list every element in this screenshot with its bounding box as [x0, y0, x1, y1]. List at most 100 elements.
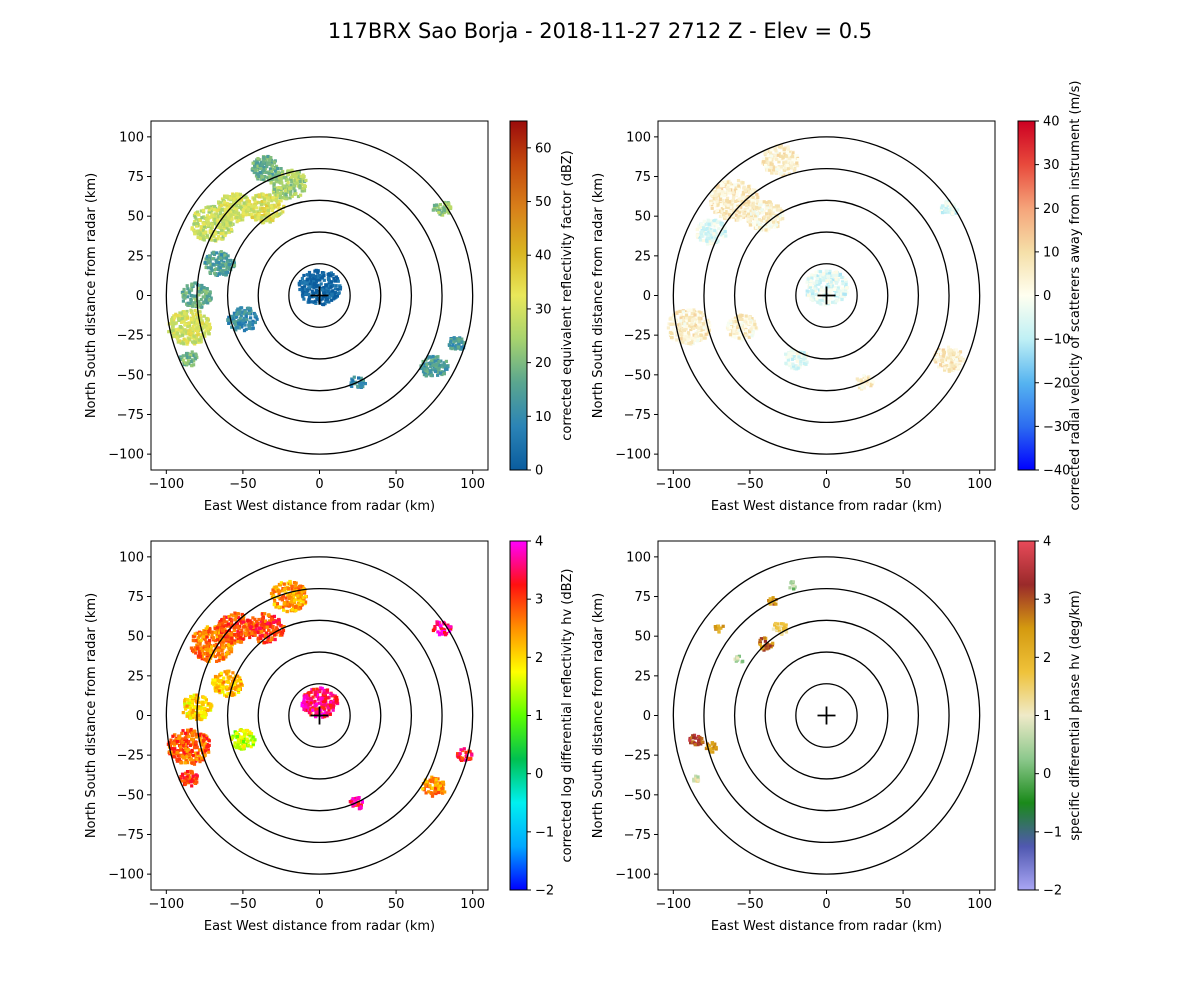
- echo-gate-0: [218, 655, 222, 659]
- echo-gate-2: [759, 202, 763, 207]
- echo-gate-5: [201, 714, 205, 718]
- echo-gate-8: [255, 317, 259, 321]
- echo-gate-4: [672, 327, 676, 331]
- y-tick-label: −75: [624, 408, 651, 423]
- echo-gate-9: [313, 294, 317, 299]
- echo-gate-7: [228, 258, 232, 262]
- echo-gate-0: [734, 213, 738, 217]
- echo-gate-9: [863, 376, 867, 380]
- echo-gate-6: [197, 293, 201, 297]
- echo-gate-4: [177, 736, 181, 741]
- echo-gate-6: [199, 287, 203, 291]
- echo-gate-3: [290, 168, 294, 172]
- echo-gate-5: [187, 337, 191, 341]
- echo-gate-9: [338, 286, 343, 290]
- echo-gate-7: [954, 211, 958, 215]
- echo-gate-5: [191, 696, 195, 700]
- echo-gate-1: [237, 211, 241, 215]
- echo-gate-3: [704, 232, 708, 236]
- echo-gate-6: [229, 682, 233, 686]
- echo-gate-4: [258, 171, 262, 175]
- echo-gate-2: [258, 208, 262, 212]
- echo-gate-1: [243, 204, 247, 208]
- echo-gate-4: [686, 335, 690, 339]
- echo-gate-6: [197, 302, 201, 306]
- echo-gate-5: [206, 327, 210, 331]
- echo-gate-8: [952, 351, 956, 355]
- echo-gate-0: [217, 652, 221, 656]
- echo-gate-11: [420, 366, 424, 370]
- echo-gate-1: [221, 629, 225, 633]
- echo-gate-2: [754, 217, 758, 221]
- echo-gate-3: [700, 234, 704, 238]
- echo-gate-8: [251, 319, 255, 323]
- echo-gate-0: [213, 638, 217, 643]
- echo-gate-6: [203, 293, 207, 297]
- echo-gate-1: [225, 633, 229, 637]
- echo-gate-8: [948, 348, 953, 352]
- echo-gate-5: [726, 327, 730, 331]
- echo-gate-4: [203, 742, 207, 746]
- echo-gate-5: [178, 313, 182, 317]
- echo-gate-6: [228, 687, 232, 691]
- echo-gate-4: [177, 739, 182, 744]
- y-tick-label: 50: [634, 210, 651, 225]
- echo-gate-0: [723, 194, 727, 198]
- echo-gate-4: [270, 172, 274, 176]
- figure-title: 117BRX Sao Borja - 2018-11-27 2712 Z - E…: [328, 19, 872, 43]
- echo-gate-1: [230, 618, 234, 622]
- echo-gate-0: [228, 634, 232, 638]
- echo-gate-0: [214, 643, 218, 647]
- echo-gate-2: [778, 214, 782, 218]
- echo-gate-5: [190, 709, 194, 713]
- echo-gate-11: [428, 369, 432, 373]
- echo-gate-10: [786, 358, 790, 362]
- echo-gate-1: [771, 168, 775, 172]
- echo-gate-6: [194, 304, 198, 308]
- echo-gate-4: [186, 761, 190, 765]
- echo-gate-2: [266, 219, 270, 223]
- echo-gate-3: [277, 605, 281, 609]
- echo-gate-5: [189, 331, 193, 336]
- echo-gate-2: [257, 626, 262, 630]
- echo-gate-1: [786, 145, 790, 149]
- echo-gate-1: [240, 628, 244, 632]
- echo-gate-7: [226, 270, 230, 274]
- echo-gate-6: [828, 291, 832, 295]
- echo-gate-4: [259, 167, 263, 171]
- echo-gate-1: [240, 214, 245, 218]
- echo-gate-6: [221, 690, 225, 694]
- echo-gate-2: [774, 223, 778, 227]
- echo-gate-4: [689, 327, 693, 332]
- echo-gate-1: [777, 145, 782, 149]
- echo-gate-3: [279, 581, 283, 585]
- echo-gate-4: [203, 748, 207, 753]
- echo-gate-2: [767, 209, 771, 213]
- echo-gate-0: [747, 201, 751, 205]
- echo-gate-0: [227, 230, 231, 234]
- echo-gate-5: [183, 702, 187, 706]
- echo-gate-7: [203, 260, 207, 265]
- echo-gate-5: [194, 699, 198, 703]
- echo-gate-7: [208, 254, 212, 258]
- echo-gate-2: [260, 629, 264, 633]
- echo-gate-5: [189, 308, 193, 312]
- echo-gate-3: [284, 596, 288, 600]
- echo-gate-9: [300, 280, 304, 284]
- echo-gate-1: [786, 147, 790, 151]
- echo-gate-14: [179, 357, 184, 361]
- echo-gate-10: [802, 361, 806, 365]
- echo-gate-0: [199, 646, 203, 650]
- echo-gate-2: [772, 206, 776, 210]
- echo-gate-1: [761, 160, 765, 164]
- echo-gate-2: [758, 208, 762, 212]
- echo-gate-5: [171, 328, 175, 332]
- echo-gate-3: [290, 584, 294, 588]
- echo-gate-0: [726, 206, 730, 210]
- echo-gate-10: [438, 203, 442, 207]
- echo-gate-14: [184, 353, 188, 357]
- echo-gate-2: [769, 203, 773, 207]
- echo-gate-9: [336, 279, 340, 283]
- echo-gate-6: [223, 680, 227, 684]
- echo-gate-8: [242, 316, 246, 320]
